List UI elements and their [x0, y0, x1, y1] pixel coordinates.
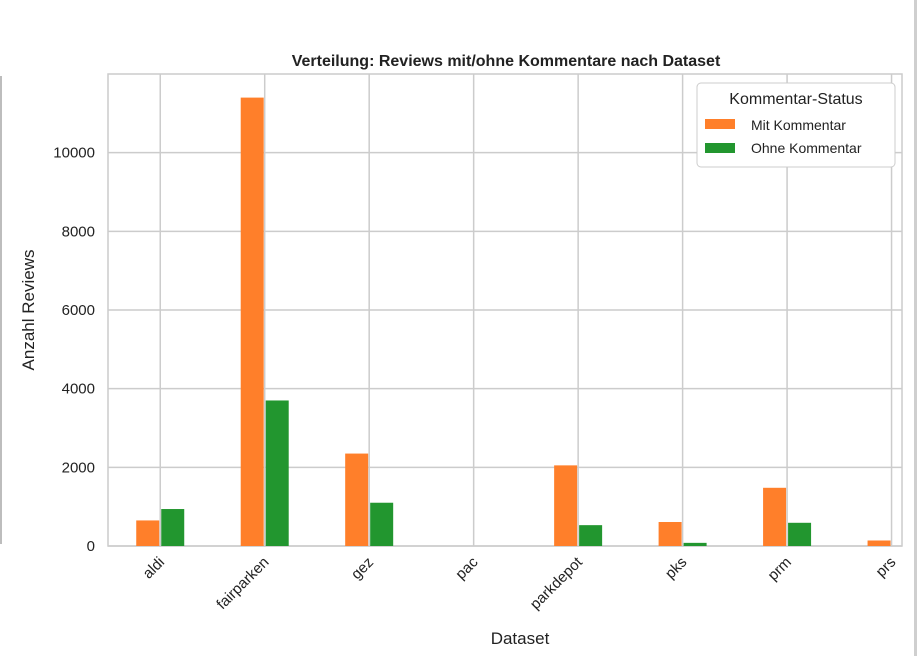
bar-ohne-kommentar: [161, 509, 185, 546]
bar-ohne-kommentar: [683, 542, 707, 546]
bar-ohne-kommentar: [579, 525, 603, 546]
bar-mit-kommentar: [763, 487, 787, 546]
bar-mit-kommentar: [136, 520, 160, 546]
y-tick-label: 8000: [62, 223, 95, 240]
legend-box: [696, 82, 896, 168]
y-tick-labels: 0 2000 4000 6000 8000 10000: [53, 145, 95, 555]
bar-mit-kommentar: [658, 522, 682, 546]
x-tick-label: fairparken: [213, 554, 272, 613]
left-window-edge: [0, 76, 2, 544]
y-tick-label: 6000: [62, 302, 95, 319]
legend-swatch-mit-kommentar: [705, 119, 735, 129]
y-axis-label: Anzahl Reviews: [19, 250, 38, 371]
bar-ohne-kommentar: [370, 502, 394, 546]
y-tick-label: 2000: [62, 459, 95, 476]
x-tick-label: gez: [348, 554, 377, 583]
right-window-edge: [914, 0, 917, 656]
x-tick-label: prs: [873, 554, 900, 581]
x-tick-labels: aldi fairparken gez pac parkdepot pks prm prs: [140, 553, 900, 613]
x-tick-label: parkdepot: [527, 553, 587, 613]
bar-mit-kommentar: [240, 97, 264, 546]
legend-label-ohne-kommentar: Ohne Kommentar: [751, 140, 862, 156]
x-tick-label: prm: [765, 554, 795, 584]
y-tick-label: 10000: [53, 145, 95, 162]
bar-mit-kommentar: [345, 453, 369, 546]
bar-ohne-kommentar: [265, 400, 289, 546]
grid: [107, 73, 903, 547]
x-tick-label: pac: [452, 553, 481, 582]
bar-ohne-kommentar: [788, 522, 812, 546]
bar-mit-kommentar: [554, 465, 578, 546]
x-tick-label: aldi: [140, 554, 169, 583]
bar-mit-kommentar: [867, 540, 891, 546]
legend-title: Kommentar-Status: [729, 91, 862, 108]
x-tick-label: pks: [662, 554, 691, 583]
legend: Kommentar-Status Mit Kommentar Ohne Komm…: [696, 82, 896, 168]
y-tick-label: 0: [87, 538, 95, 555]
y-tick-label: 4000: [62, 381, 95, 398]
legend-label-mit-kommentar: Mit Kommentar: [751, 117, 846, 133]
bars: [136, 97, 891, 546]
legend-swatch-ohne-kommentar: [705, 143, 735, 153]
chart-title: Verteilung: Reviews mit/ohne Kommentare …: [292, 53, 721, 70]
x-axis-label: Dataset: [491, 629, 550, 648]
